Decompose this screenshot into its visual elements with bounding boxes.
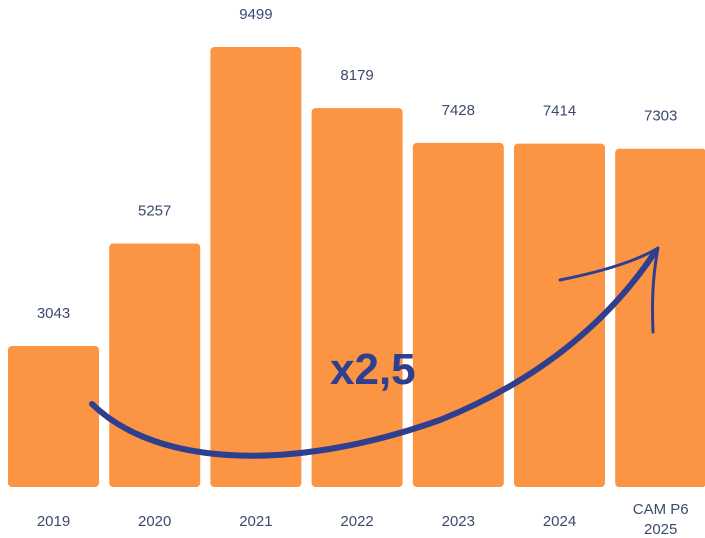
category-label-6-line-0: CAM P6 (633, 501, 689, 518)
value-label-1: 5257 (138, 203, 171, 220)
growth-arrow-icon (89, 249, 658, 459)
bar-4 (412, 142, 504, 487)
value-label-3: 8179 (340, 67, 373, 84)
category-labels-group: 2019 2020 2021 2022 2023 2024 CAM P6 2025 (37, 501, 689, 538)
category-label-2: 2021 (239, 513, 272, 530)
value-label-2: 9499 (239, 6, 272, 23)
category-label-6: CAM P6 2025 (633, 501, 689, 538)
category-label-3-line-0: 2022 (340, 513, 373, 530)
category-label-0: 2019 (37, 513, 70, 530)
category-label-6-line-1: 2025 (644, 521, 677, 538)
value-label-6: 7303 (644, 108, 677, 125)
value-labels-group: 3043 5257 9499 8179 7428 7414 7303 (37, 6, 678, 322)
category-label-1-line-0: 2020 (138, 513, 171, 530)
bars-group (8, 47, 705, 487)
bar-2 (210, 47, 302, 487)
category-label-1: 2020 (138, 513, 171, 530)
bar-1 (109, 243, 201, 487)
bar-3 (311, 108, 403, 487)
growth-arrow-head-lower (651, 246, 660, 334)
bar-6 (615, 148, 705, 487)
value-label-0: 3043 (37, 305, 70, 322)
category-label-0-line-0: 2019 (37, 513, 70, 530)
growth-arrow-head-upper (558, 246, 660, 282)
category-label-4-line-0: 2023 (442, 513, 475, 530)
category-label-5-line-0: 2024 (543, 513, 576, 530)
category-label-3: 2022 (340, 513, 373, 530)
value-label-4: 7428 (442, 102, 475, 119)
category-label-5: 2024 (543, 513, 576, 530)
category-label-2-line-0: 2021 (239, 513, 272, 530)
bar-0 (8, 346, 99, 487)
bar-5 (514, 143, 605, 487)
growth-annotation: x2,5 (330, 345, 416, 394)
value-label-5: 7414 (543, 103, 576, 120)
category-label-4: 2023 (442, 513, 475, 530)
